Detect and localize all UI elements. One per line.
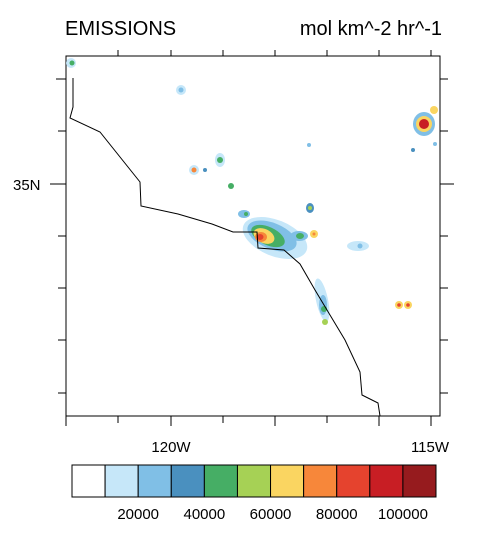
colorbar-tick-label: 100000 [378, 506, 428, 523]
plume-northwest-core [69, 60, 75, 66]
plume-valley-3 [228, 183, 234, 189]
plume-coastal-south [322, 319, 328, 325]
colorbar-swatch [203, 464, 238, 498]
colorbar-tick-label: 40000 [184, 506, 226, 523]
plume-bakersfield-core [217, 157, 223, 163]
lon-label-120w: 120W [151, 439, 191, 456]
plume-desert-east-core [357, 243, 363, 249]
colorbar-tick-labels: 20000 40000 60000 80000 100000 [117, 506, 428, 523]
lon-label-115w: 115W [411, 439, 450, 456]
colorbar-swatch [71, 464, 106, 498]
plume-valley-5 [307, 143, 311, 147]
lat-label-35n: 35N [13, 177, 41, 194]
coastline-border [69, 78, 381, 417]
colorbar-swatch [336, 464, 371, 498]
plume-inland-empire-core [296, 233, 304, 239]
frame-ticks [50, 50, 454, 426]
colorbar-tick-label: 60000 [250, 506, 292, 523]
plume-las-vegas-core [419, 119, 429, 129]
colorbar-tick-label: 80000 [316, 506, 358, 523]
colorbar-tick-label: 20000 [117, 506, 159, 523]
colorbar-swatch [137, 464, 172, 498]
plume-valley-1-core [191, 167, 197, 173]
plume-riverside-east-core [312, 232, 316, 236]
plume-la-basin-core [256, 234, 264, 240]
colorbar-frame [71, 464, 437, 498]
colorbar-swatch [303, 464, 338, 498]
plume-ventura-core [244, 212, 248, 216]
colorbar-swatch [104, 464, 139, 498]
colorbar-swatch [369, 464, 404, 498]
emission-plumes [66, 58, 438, 325]
colorbar-swatch [170, 464, 205, 498]
plume-palmdale-core [308, 206, 312, 210]
colorbar-swatch [402, 464, 437, 498]
plume-imperial-1-core [397, 303, 401, 307]
plot-title: EMISSIONS [65, 18, 177, 40]
plume-valley-4-core [178, 87, 184, 93]
plume-las-vegas-north [430, 106, 438, 114]
plume-imperial-2-core [406, 303, 410, 307]
plume-east-small-2 [433, 142, 437, 146]
colorbar-swatch [236, 464, 272, 498]
colorbar-swatch [270, 464, 305, 498]
units-label: mol km^-2 hr^-1 [299, 18, 442, 40]
colorbar [71, 464, 437, 498]
plume-valley-2 [203, 168, 207, 172]
plume-east-small-1 [411, 148, 415, 152]
